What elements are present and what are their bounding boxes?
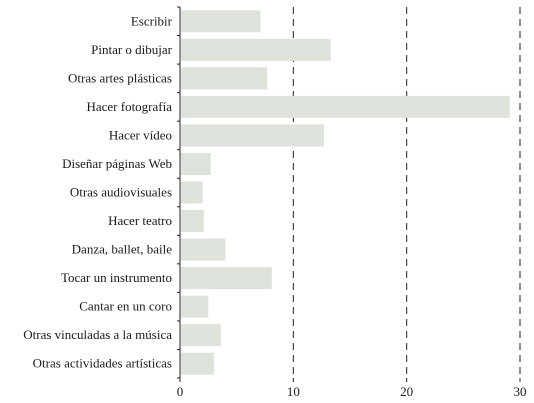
bar-4	[181, 124, 324, 147]
bar-12	[181, 352, 214, 375]
bar-3	[181, 95, 510, 118]
grid-layer	[292, 7, 521, 378]
category-label: Escribir	[131, 13, 173, 28]
x-tick-label: 10	[287, 384, 300, 399]
category-label: Hacer teatro	[108, 213, 172, 228]
category-label: Hacer fotografía	[86, 99, 172, 114]
category-label: Cantar en un coro	[79, 299, 172, 314]
axis-layer	[177, 6, 521, 382]
category-label: Tocar un instrumento	[61, 270, 172, 285]
category-label: Danza, ballet, baile	[72, 242, 173, 257]
category-label: Otras artes plásticas	[68, 70, 172, 85]
bar-10	[181, 295, 209, 318]
bar-6	[181, 181, 203, 204]
x-tick-label: 30	[514, 384, 527, 399]
bar-0	[181, 10, 261, 33]
bar-8	[181, 238, 226, 261]
x-tick-label: 0	[177, 384, 184, 399]
bar-layer	[181, 10, 510, 375]
bar-9	[181, 267, 272, 290]
category-label: Otras audiovisuales	[70, 185, 172, 200]
category-label: Hacer vídeo	[109, 127, 172, 142]
bar-5	[181, 152, 211, 175]
bar-11	[181, 324, 221, 347]
category-label: Otras actividades artísticas	[33, 356, 172, 371]
bar-2	[181, 67, 268, 90]
label-layer: Escribir Pintar o dibujar Otras artes plás…	[23, 13, 526, 399]
category-label: Otras vinculadas a la música	[23, 327, 172, 342]
bar-7	[181, 210, 204, 233]
bar-1	[181, 38, 331, 61]
category-label: Pintar o dibujar	[91, 42, 173, 57]
x-tick-label: 20	[400, 384, 413, 399]
category-label: Diseñar páginas Web	[62, 156, 172, 171]
